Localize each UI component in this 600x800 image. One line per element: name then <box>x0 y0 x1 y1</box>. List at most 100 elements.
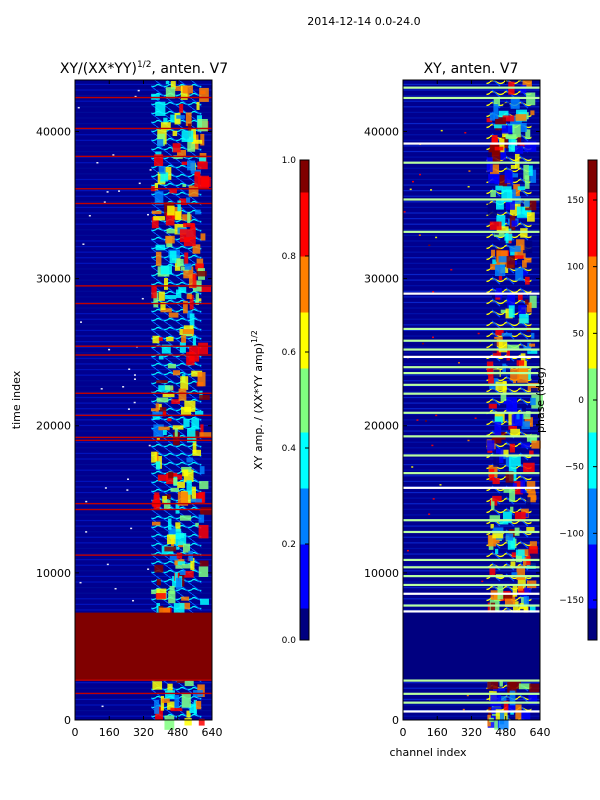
heatmap-cell <box>173 131 178 136</box>
heatmap-cell <box>489 404 497 409</box>
heatmap-cell <box>167 535 176 545</box>
left-chart-title: XY/(XX*YY)1/2, anten. V7 <box>60 60 228 77</box>
heatmap-point <box>150 169 152 171</box>
flag-row <box>403 584 540 586</box>
colorbar-segment <box>588 360 597 369</box>
heatmap-point <box>428 513 430 515</box>
colorbar-segment <box>300 256 309 265</box>
y-tick-label: 30000 <box>36 273 71 286</box>
heatmap-point <box>134 374 136 376</box>
colorbar-segment <box>300 208 309 217</box>
flag-row <box>75 354 212 355</box>
heatmap-point <box>149 445 151 447</box>
colorbar-segment <box>300 344 309 353</box>
flag-row <box>75 693 212 694</box>
flag-row <box>75 503 212 504</box>
heatmap-cell <box>494 422 501 436</box>
heatmap-cell <box>506 534 513 541</box>
heatmap-cell <box>515 268 523 281</box>
flag-row <box>403 566 540 568</box>
heatmap-point <box>478 333 480 335</box>
heatmap-cell <box>167 206 174 216</box>
heatmap-cell <box>176 115 185 119</box>
colorbar-segment <box>588 200 597 209</box>
heatmap-point <box>96 162 98 164</box>
heatmap-cell <box>181 335 186 343</box>
colorbar-segment <box>588 160 597 169</box>
heatmap-point <box>419 174 421 176</box>
heatmap-cell <box>189 185 199 196</box>
colorbar-segment <box>300 272 309 281</box>
heatmap-cell <box>200 466 205 474</box>
x-tick-label: 640 <box>530 726 551 739</box>
flag-row <box>403 472 540 474</box>
heatmap-cell <box>157 139 163 147</box>
heatmap-point <box>139 183 141 185</box>
flag-row <box>403 693 540 695</box>
heatmap-point <box>80 582 82 584</box>
colorbar-segment <box>588 592 597 601</box>
heatmap-cell <box>487 157 493 172</box>
heatmap-cell <box>513 379 516 383</box>
colorbar-segment <box>588 552 597 561</box>
colorbar-segment <box>300 312 309 321</box>
heatmap-cell <box>183 419 189 427</box>
heatmap-point <box>419 234 421 236</box>
heatmap-cell <box>199 566 209 577</box>
heatmap-point <box>422 343 424 345</box>
colorbar-tick-label: 0.2 <box>282 540 296 550</box>
heatmap-cell <box>168 518 172 529</box>
x-tick-label: 0 <box>72 726 79 739</box>
colorbar-segment <box>588 312 597 321</box>
heatmap-cell <box>165 295 176 299</box>
colorbar-segment <box>588 376 597 385</box>
heatmap-cell <box>193 336 196 346</box>
colorbar-segment <box>588 432 597 441</box>
heatmap-cell <box>488 203 497 215</box>
heatmap-cell <box>156 380 167 383</box>
figure-canvas: 2014-12-14 0.0-24.0 XY/(XX*YY)1/2, anten… <box>0 0 600 800</box>
colorbar-segment <box>300 384 309 393</box>
heatmap-cell <box>184 718 191 725</box>
heatmap-cell <box>165 385 173 390</box>
heatmap-cell <box>500 713 504 725</box>
heatmap-cell <box>180 342 186 353</box>
colorbar-tick-label: 0.0 <box>282 636 297 646</box>
heatmap-cell <box>200 510 203 514</box>
colorbar-segment <box>588 560 597 569</box>
flag-row <box>403 348 540 350</box>
heatmap-point <box>128 408 130 410</box>
colorbar-segment <box>300 528 309 537</box>
heatmap-cell <box>191 418 199 429</box>
heatmap-cell <box>158 475 168 481</box>
flag-row <box>403 356 540 358</box>
flag-row <box>403 679 540 681</box>
heatmap-cell <box>161 266 172 275</box>
colorbar-segment <box>588 280 597 289</box>
heatmap-cell <box>495 549 498 554</box>
heatmap-cell <box>175 211 181 220</box>
colorbar-segment <box>588 600 597 609</box>
heatmap-cell <box>524 587 531 592</box>
y-tick-label: 10000 <box>364 567 399 580</box>
heatmap-cell <box>194 173 200 187</box>
colorbar-segment <box>300 536 309 545</box>
heatmap-cell <box>490 190 496 197</box>
colorbar-segment <box>300 488 309 497</box>
heatmap-cell <box>516 413 519 419</box>
heatmap-cell <box>180 376 188 390</box>
colorbar-segment <box>300 608 309 617</box>
colorbar-tick-label: 150 <box>567 196 584 206</box>
colorbar-segment <box>588 264 597 273</box>
flag-row <box>403 162 540 164</box>
x-tick-label: 480 <box>495 726 516 739</box>
colorbar-segment <box>300 328 309 337</box>
colorbar-segment <box>300 408 309 417</box>
heatmap-point <box>407 550 409 552</box>
heatmap-cell <box>175 428 178 437</box>
heatmap-point <box>107 191 109 193</box>
colorbar-segment <box>588 272 597 281</box>
heatmap-cell <box>518 294 523 300</box>
heatmap-cell <box>495 265 505 276</box>
heatmap-point <box>134 378 136 380</box>
